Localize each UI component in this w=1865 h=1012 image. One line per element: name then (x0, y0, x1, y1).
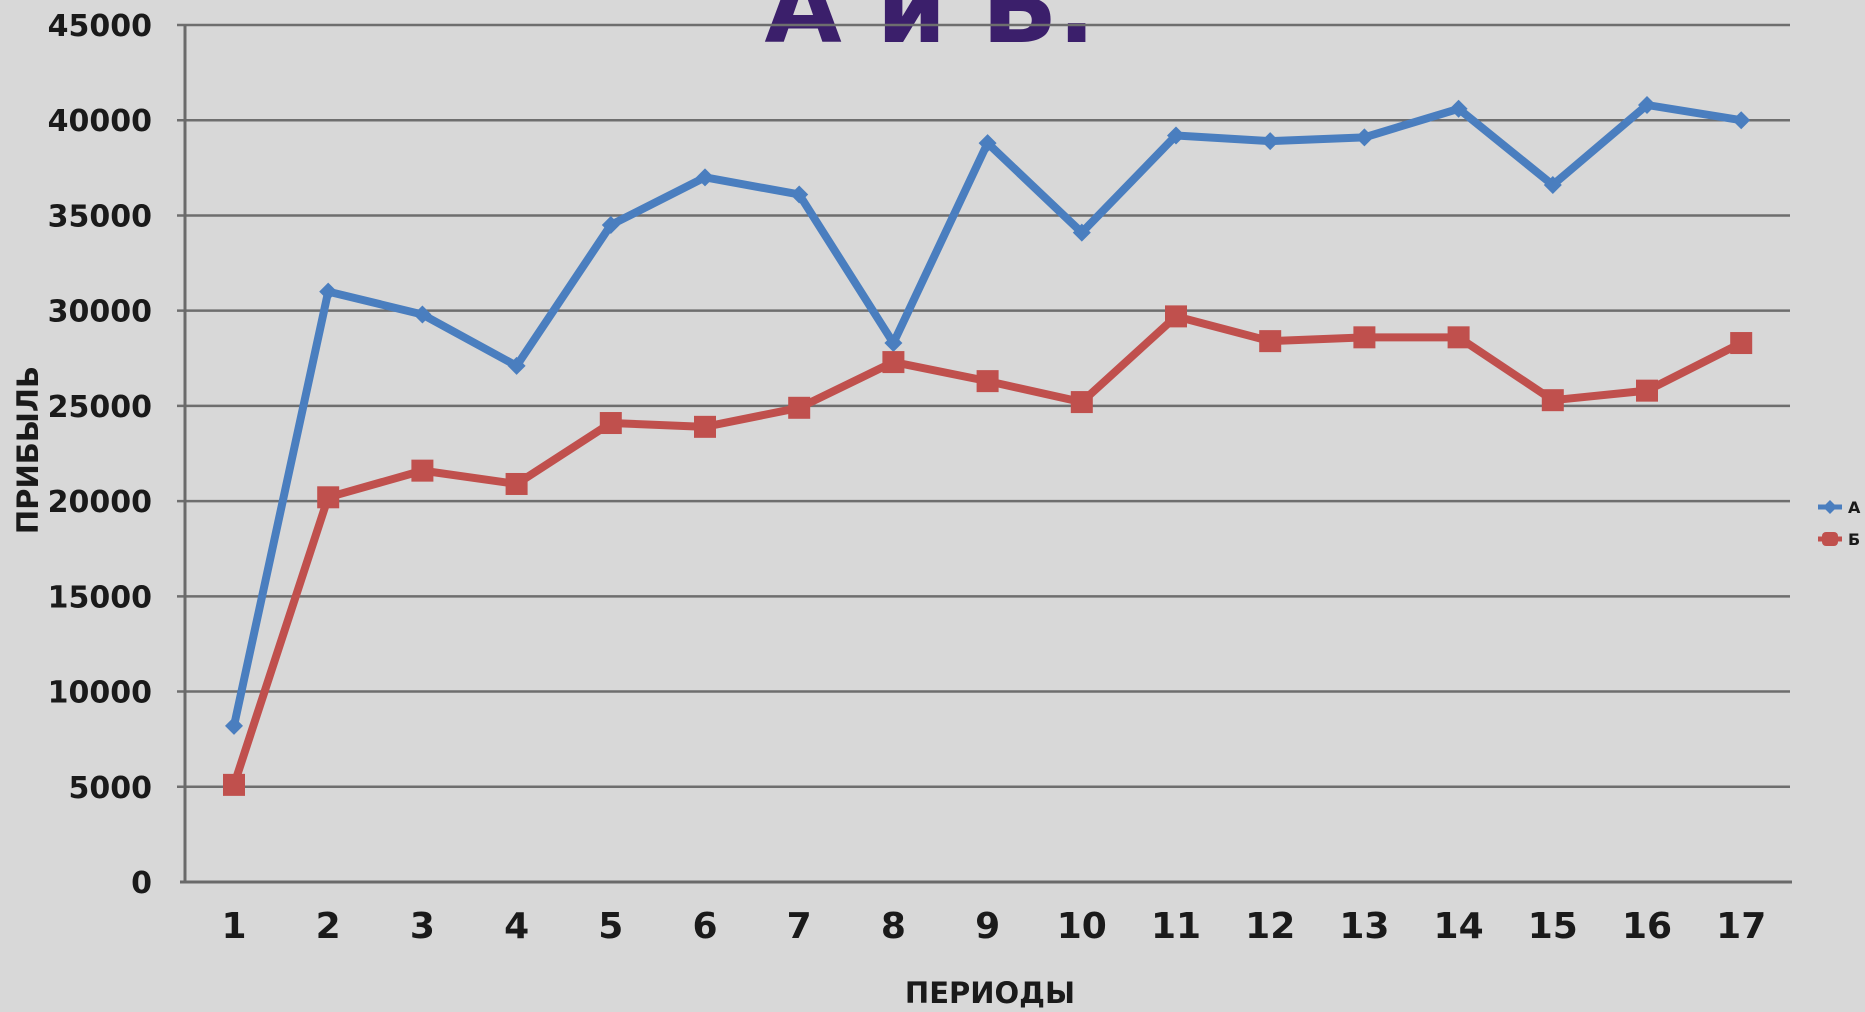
data-point (1261, 132, 1280, 151)
y-tick-label: 25000 (48, 390, 152, 425)
x-tick-labels: 1 2 3 4 5 6 7 8 9 10 11 12 13 14 15 16 17 (221, 906, 1766, 947)
x-tick-label: 16 (1622, 906, 1672, 947)
data-point (1447, 326, 1470, 349)
axes (180, 25, 1792, 884)
data-point (1355, 128, 1374, 147)
data-point (599, 412, 622, 435)
y-tick-label: 0 (131, 866, 152, 901)
y-tick-label: 5000 (69, 771, 153, 806)
legend-marker (1822, 532, 1838, 546)
data-point (1636, 379, 1658, 402)
series-layer (223, 95, 1753, 796)
data-point (790, 185, 809, 204)
x-tick-label: 4 (504, 906, 529, 947)
data-point (694, 415, 716, 438)
data-point (1167, 126, 1185, 145)
data-point (1449, 99, 1468, 118)
data-point (413, 305, 432, 324)
x-tick-label: 15 (1528, 906, 1578, 947)
data-point (1730, 332, 1753, 355)
data-point (1543, 175, 1562, 194)
x-tick-label: 3 (410, 906, 435, 947)
y-tick-label: 15000 (48, 580, 152, 615)
data-point (223, 773, 245, 796)
data-point (319, 282, 338, 301)
legend: АБ (1818, 498, 1861, 549)
x-tick-label: 10 (1057, 906, 1107, 947)
x-tick-label: 6 (692, 906, 717, 947)
x-tick-label: 8 (881, 906, 906, 947)
x-tick-label: 11 (1151, 906, 1201, 947)
data-point (884, 334, 903, 353)
data-point (882, 351, 905, 374)
legend-label: А (1848, 498, 1861, 517)
data-point (411, 459, 434, 482)
data-point (978, 134, 997, 153)
x-tick-label: 14 (1434, 906, 1484, 947)
y-axis-label: ПРИБЫЛЬ (11, 366, 45, 534)
data-point (1165, 305, 1187, 328)
series-1 (225, 95, 1751, 735)
data-point (1259, 330, 1282, 353)
x-tick-label: 17 (1716, 906, 1766, 947)
series-2 (223, 305, 1753, 796)
x-tick-label: 1 (221, 906, 246, 947)
y-tick-label: 20000 (48, 485, 152, 520)
data-point (1353, 326, 1376, 349)
data-point (1072, 223, 1091, 242)
y-tick-labels: 0 5000 10000 15000 20000 25000 30000 35000 40000… (48, 9, 152, 901)
data-point (1638, 95, 1656, 114)
x-tick-label: 13 (1339, 906, 1389, 947)
data-point (505, 472, 528, 495)
x-tick-label: 9 (975, 906, 1000, 947)
y-tick-label: 10000 (48, 676, 152, 711)
legend-label: Б (1848, 530, 1860, 549)
x-tick-label: 7 (787, 906, 812, 947)
data-point (788, 396, 811, 419)
y-tick-label: 40000 (48, 104, 152, 139)
y-tick-label: 30000 (48, 295, 152, 330)
data-point (317, 486, 340, 509)
data-point (1732, 111, 1751, 130)
data-point (976, 370, 999, 393)
data-point (225, 716, 243, 735)
data-point (507, 356, 526, 375)
x-tick-label: 2 (316, 906, 341, 947)
data-point (601, 215, 620, 234)
data-point (1070, 391, 1093, 414)
legend-marker (1823, 500, 1837, 514)
data-point (696, 168, 714, 187)
y-tick-label: 35000 (48, 199, 152, 234)
x-tick-label: 12 (1245, 906, 1295, 947)
y-tick-label: 45000 (48, 9, 152, 44)
x-tick-label: 5 (598, 906, 623, 947)
data-point (1541, 389, 1564, 412)
chart-title: А и Б. (764, 0, 1095, 66)
x-axis-label: ПЕРИОДЫ (905, 976, 1075, 1010)
gridlines (177, 23, 1790, 789)
